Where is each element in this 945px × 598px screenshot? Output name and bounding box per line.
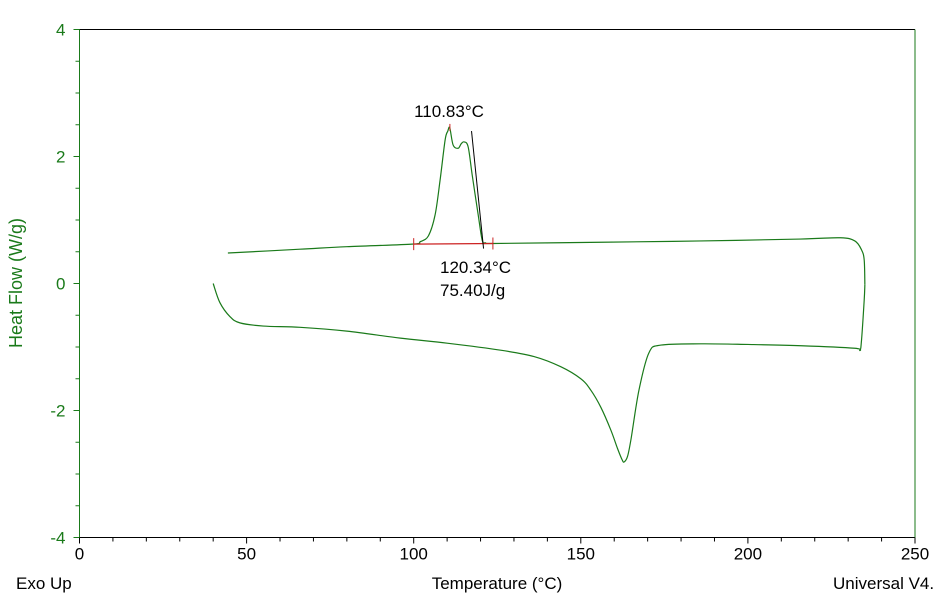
annotations (413, 123, 494, 251)
y-tick-label: 2 (56, 148, 65, 167)
integration-baseline (413, 242, 493, 245)
exo-up-label: Exo Up (16, 574, 72, 593)
curves (212, 126, 866, 463)
x-tick-label: 0 (75, 545, 84, 564)
x-tick-label: 150 (567, 545, 595, 564)
ticks: 4 2 0 -2 -4 0 50 100 150 200 250 (50, 21, 929, 564)
enthalpy-label: 75.40J/g (440, 281, 505, 300)
x-tick-label: 200 (734, 545, 762, 564)
y-tick-label: -2 (50, 402, 65, 421)
onset-temperature-label: 120.34°C (440, 258, 511, 277)
y-tick-label: 0 (56, 275, 65, 294)
peak-temperature-label: 110.83°C (414, 102, 484, 121)
x-tick-label: 100 (400, 545, 428, 564)
y-tick-label: 4 (56, 21, 65, 40)
x-axis-label: Temperature (°C) (432, 574, 563, 593)
y-tick-label: -4 (50, 529, 65, 548)
heating-curve (212, 283, 866, 463)
x-tick-label: 250 (901, 545, 929, 564)
version-label: Universal V4. (833, 574, 934, 593)
x-tick-label: 50 (237, 545, 256, 564)
y-axis-label: Heat Flow (W/g) (6, 218, 26, 348)
onset-tangent-line (471, 131, 485, 249)
cooling-curve (227, 126, 866, 285)
